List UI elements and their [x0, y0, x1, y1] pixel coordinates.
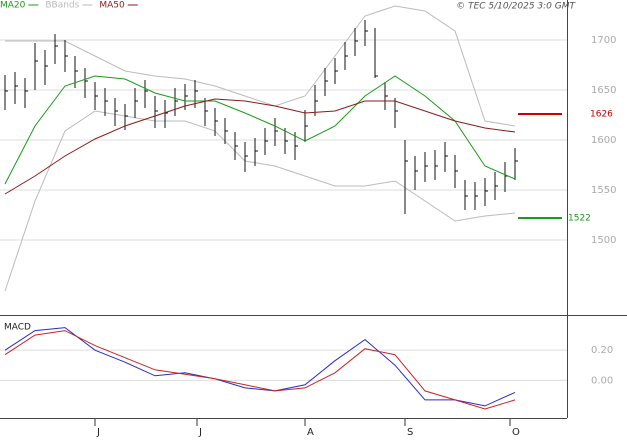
y-tick-label: 1500: [591, 235, 616, 246]
panel-title: MACD: [4, 323, 31, 333]
ma-line: [4, 98, 516, 195]
bband-lower: [4, 110, 516, 292]
macd-line: [4, 330, 516, 410]
y-tick-label: 0.00: [591, 375, 613, 386]
ma-line: [4, 75, 516, 185]
bband-upper: [5, 5, 516, 127]
y-tick-label: 1550: [591, 185, 616, 196]
y-tick-label: 0.20: [591, 345, 613, 356]
level-label: 1626: [590, 110, 613, 120]
x-tick-label: S: [407, 427, 413, 438]
credit: © TEC 5/10/2025 3:0 GMT: [456, 2, 576, 12]
legend-label: BBands: [45, 1, 79, 11]
x-tick-label: J: [96, 427, 100, 438]
x-tick-label: A: [307, 427, 314, 438]
x-tick-label: O: [512, 427, 520, 438]
y-tick-label: 1650: [591, 85, 616, 96]
y-tick-label: 1700: [591, 35, 616, 46]
y-tick-label: 1600: [591, 135, 616, 146]
legend-label: MA50: [99, 1, 125, 11]
plot-layer: 1500 1550 1600 1650 1700 MA20 BBands MA50 1626 15…: [0, 1, 616, 438]
level-label: 1522: [568, 214, 591, 224]
x-tick-label: J: [198, 427, 202, 438]
macd-line: [4, 327, 516, 407]
legend-label: MA20: [0, 1, 26, 11]
